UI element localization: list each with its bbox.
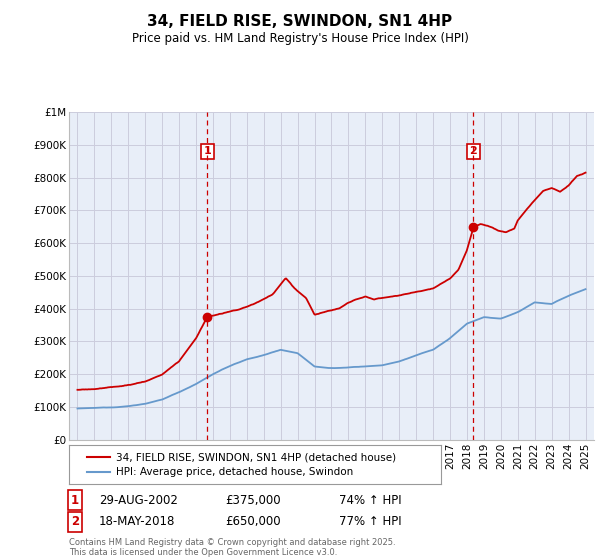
Text: 77% ↑ HPI: 77% ↑ HPI — [339, 515, 401, 529]
Text: 1: 1 — [203, 146, 211, 156]
Text: 34, FIELD RISE, SWINDON, SN1 4HP: 34, FIELD RISE, SWINDON, SN1 4HP — [148, 14, 452, 29]
Legend: 34, FIELD RISE, SWINDON, SN1 4HP (detached house), HPI: Average price, detached : 34, FIELD RISE, SWINDON, SN1 4HP (detach… — [82, 447, 401, 483]
Text: £375,000: £375,000 — [225, 493, 281, 507]
Text: 2: 2 — [470, 146, 477, 156]
Text: 2: 2 — [71, 515, 79, 529]
Text: 1: 1 — [71, 493, 79, 507]
Text: 74% ↑ HPI: 74% ↑ HPI — [339, 493, 401, 507]
Text: 29-AUG-2002: 29-AUG-2002 — [99, 493, 178, 507]
Text: 18-MAY-2018: 18-MAY-2018 — [99, 515, 175, 529]
Text: Contains HM Land Registry data © Crown copyright and database right 2025.
This d: Contains HM Land Registry data © Crown c… — [69, 538, 395, 557]
Text: Price paid vs. HM Land Registry's House Price Index (HPI): Price paid vs. HM Land Registry's House … — [131, 32, 469, 45]
Text: £650,000: £650,000 — [225, 515, 281, 529]
